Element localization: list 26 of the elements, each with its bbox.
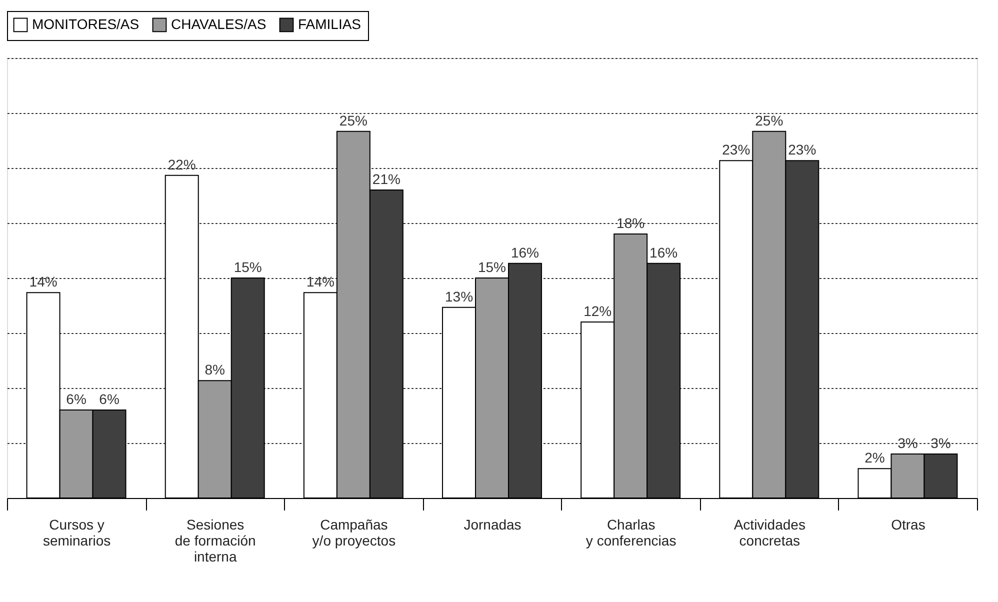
data-label: 15% xyxy=(234,259,262,275)
data-label: 6% xyxy=(66,391,86,407)
x-tick-label: Jornadas xyxy=(464,516,522,532)
data-label: 2% xyxy=(864,450,885,466)
data-label: 8% xyxy=(204,362,225,378)
data-label: 13% xyxy=(444,288,474,304)
x-tick-label: Cursos y seminarios xyxy=(42,516,111,548)
data-label: 14% xyxy=(306,274,334,290)
data-label: 15% xyxy=(478,259,506,275)
data-label: 23% xyxy=(788,142,816,158)
data-label: 25% xyxy=(755,112,784,128)
data-label: 6% xyxy=(99,391,120,407)
data-label: 12% xyxy=(584,303,612,319)
x-tick-label: Campañas y/o proyectos xyxy=(312,516,396,548)
legend-label: CHAVALES/AS xyxy=(171,16,266,32)
x-tick-label: Otras xyxy=(891,516,926,532)
x-tick-label: Sesiones de formación interna xyxy=(174,516,256,564)
data-label: 25% xyxy=(339,112,368,128)
data-label: 21% xyxy=(372,171,400,187)
legend-label: FAMILIAS xyxy=(298,16,362,32)
legend-label: MONITORES/AS xyxy=(32,16,140,32)
x-tick-label: Actividades concretas xyxy=(734,516,806,548)
data-label: 23% xyxy=(722,142,750,158)
data-label: 16% xyxy=(650,244,678,260)
x-tick-label: Charlas y conferencias xyxy=(586,516,676,548)
data-label: 16% xyxy=(510,244,540,260)
